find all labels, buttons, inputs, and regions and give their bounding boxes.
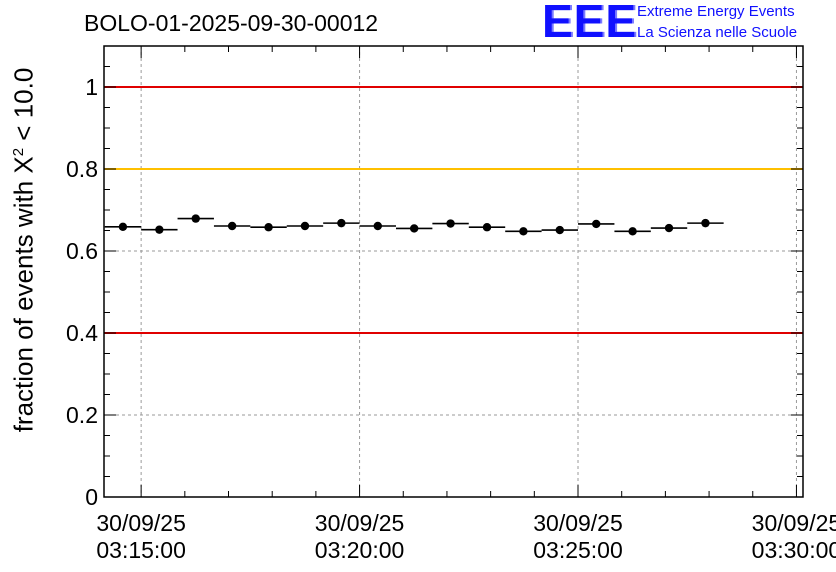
y-tick-label: 0.4 bbox=[66, 320, 98, 346]
data-point-marker bbox=[264, 223, 273, 232]
data-point bbox=[395, 224, 433, 233]
x-tick-label-time: 03:15:00 bbox=[96, 537, 186, 563]
x-tick-label-time: 03:20:00 bbox=[315, 537, 405, 563]
data-point bbox=[650, 223, 688, 233]
y-axis-label: fraction of events with Χ2 < 10.0 bbox=[9, 68, 40, 433]
logo-mark: EEE bbox=[542, 0, 638, 47]
y-tick-label: 0.8 bbox=[66, 156, 98, 182]
data-point-marker bbox=[300, 221, 310, 231]
y-axis-label-prefix: fraction of events with bbox=[8, 173, 39, 433]
data-point bbox=[578, 219, 615, 229]
data-point bbox=[468, 223, 506, 232]
data-point-marker bbox=[701, 218, 710, 228]
data-point-marker bbox=[118, 222, 128, 232]
data-point-marker bbox=[191, 214, 200, 223]
y-tick-label: 0.2 bbox=[66, 402, 98, 428]
data-point bbox=[250, 223, 287, 232]
data-point bbox=[141, 225, 178, 234]
data-point-marker bbox=[482, 223, 492, 232]
x-tick-label-date: 30/09/25 bbox=[752, 510, 836, 536]
data-point-marker bbox=[555, 225, 564, 235]
data-point bbox=[541, 225, 578, 235]
logo-line-2: La Scienza nelle Scuole bbox=[637, 24, 798, 41]
x-tick-label-time: 03:30:00 bbox=[752, 537, 836, 563]
y-axis-label-exponent: 2 bbox=[9, 147, 27, 157]
data-point bbox=[323, 218, 360, 228]
data-point bbox=[213, 221, 251, 231]
data-point-marker bbox=[337, 218, 346, 228]
y-tick-label: 0.6 bbox=[66, 238, 98, 264]
data-point-marker bbox=[592, 219, 601, 229]
data-point bbox=[177, 214, 214, 223]
data-point-marker bbox=[373, 221, 382, 231]
y-tick-label: 1 bbox=[85, 74, 98, 100]
data-point-marker bbox=[155, 225, 164, 234]
x-tick-label-date: 30/09/25 bbox=[96, 510, 186, 536]
data-point bbox=[359, 221, 396, 231]
y-axis-label-symbol: Χ bbox=[8, 156, 39, 174]
data-point bbox=[614, 227, 651, 236]
chart-title: BOLO-01-2025-09-30-00012 bbox=[84, 10, 379, 36]
data-point bbox=[687, 218, 724, 228]
y-tick-label: 0 bbox=[85, 484, 98, 510]
plot-area bbox=[104, 46, 803, 497]
x-tick-label-date: 30/09/25 bbox=[533, 510, 623, 536]
logo-line-1: Extreme Energy Events bbox=[637, 3, 795, 20]
data-point bbox=[432, 219, 469, 228]
data-point-marker bbox=[409, 224, 419, 233]
x-tick-label-date: 30/09/25 bbox=[315, 510, 405, 536]
y-axis-label-suffix: < 10.0 bbox=[8, 67, 39, 148]
x-tick-label-time: 03:25:00 bbox=[533, 537, 623, 563]
data-point-marker bbox=[664, 223, 674, 233]
data-point-marker bbox=[519, 227, 528, 236]
data-point-marker bbox=[227, 221, 237, 231]
plot-frame bbox=[103, 45, 804, 498]
data-point-marker bbox=[446, 219, 455, 228]
data-point bbox=[286, 221, 324, 231]
data-point-marker bbox=[628, 227, 637, 236]
data-point bbox=[104, 222, 142, 232]
data-point bbox=[505, 227, 542, 236]
